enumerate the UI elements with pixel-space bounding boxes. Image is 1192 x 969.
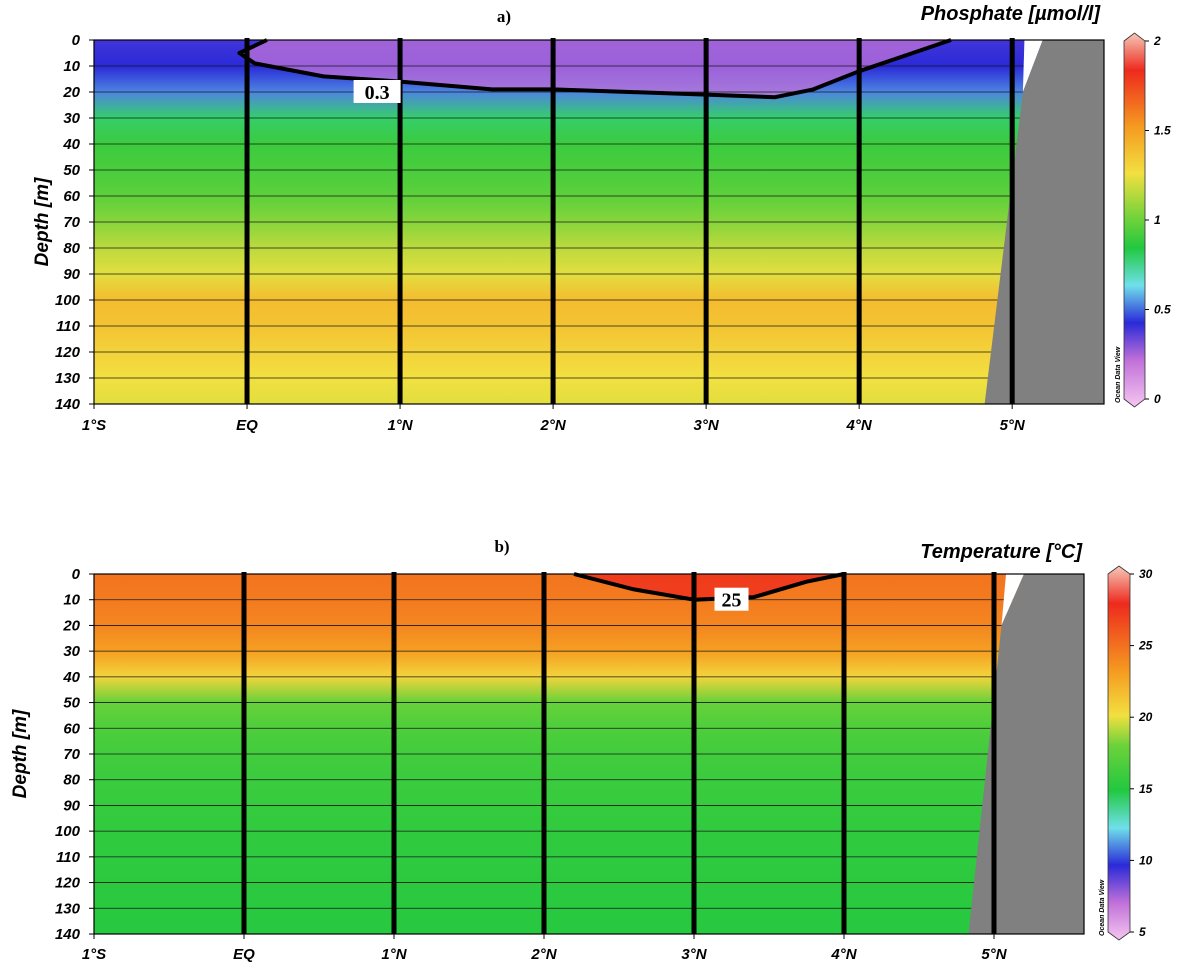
y-tick-label: 90 <box>63 266 80 283</box>
y-axis-label: Depth [m] <box>32 177 53 266</box>
colorbar-tick-label: 1.5 <box>1154 124 1171 138</box>
x-tick-label: 2°N <box>530 946 557 963</box>
y-tick-label: 20 <box>62 84 80 101</box>
x-tick-label: 2°N <box>539 417 566 434</box>
x-tick-label: 3°N <box>694 417 720 434</box>
x-tick-label: EQ <box>233 946 255 963</box>
y-tick-label: 0 <box>72 32 81 49</box>
x-tick-label: 1°S <box>82 417 106 434</box>
y-tick-label: 140 <box>55 396 81 413</box>
y-tick-label: 30 <box>63 643 80 660</box>
y-tick-label: 10 <box>63 592 80 609</box>
y-tick-label: 130 <box>55 370 81 387</box>
missing-data <box>1022 40 1043 92</box>
colorbar-tick-label: 30 <box>1139 567 1153 581</box>
x-tick-label: 1°N <box>381 946 407 963</box>
y-tick-label: 120 <box>55 344 81 361</box>
y-tick-label: 0 <box>72 566 81 583</box>
credit-text: Ocean Data View <box>1099 879 1106 936</box>
colorbar-tick-label: 20 <box>1138 710 1153 724</box>
y-tick-label: 140 <box>55 926 81 943</box>
x-tick-label: 1°N <box>387 417 413 434</box>
contour-label: 0.3 <box>365 82 390 104</box>
y-tick-label: 40 <box>62 136 80 153</box>
colorbar-tick-label: 10 <box>1139 853 1153 867</box>
contour-label-bg <box>714 587 749 611</box>
credit-text: Ocean Data View <box>1115 346 1122 403</box>
colorbar-tick-label: 5 <box>1139 925 1146 939</box>
colorbar-scale <box>1107 565 1131 941</box>
colorbar-tick-label: 1 <box>1154 213 1161 227</box>
colorbar-scale <box>1123 32 1146 408</box>
y-tick-label: 100 <box>55 292 81 309</box>
x-tick-label: 4°N <box>846 417 873 434</box>
y-axis-label: Depth [m] <box>10 709 31 798</box>
x-tick-label: 4°N <box>830 946 857 963</box>
colorbar: 2 1.5 1 0.5 0 Ocean Data View <box>1115 32 1171 408</box>
chart-title: Temperature [°C] <box>920 541 1083 563</box>
y-tick-label: 40 <box>62 669 80 686</box>
y-tick-label: 70 <box>63 214 80 231</box>
colorbar: 30 25 20 15 10 5 Ocean Data View <box>1099 565 1153 941</box>
contour-region <box>574 574 844 600</box>
colorbar-tick-label: 2 <box>1153 34 1161 48</box>
y-tick-label: 80 <box>63 772 80 789</box>
colorbar-tick-label: 25 <box>1138 639 1153 653</box>
y-tick-label: 10 <box>63 58 80 75</box>
x-tick-label: 5°N <box>1000 417 1026 434</box>
y-tick-label: 110 <box>56 318 81 335</box>
colorbar-tick-label: 0.5 <box>1154 303 1171 317</box>
colorbar-tick-label: 0 <box>1154 392 1161 406</box>
y-tick-label: 80 <box>63 240 80 257</box>
panel-label: b) <box>494 537 509 556</box>
y-tick-label: 100 <box>55 823 81 840</box>
y-tick-label: 120 <box>55 875 81 892</box>
x-tick-label: 3°N <box>681 946 707 963</box>
y-tick-label: 20 <box>62 617 80 634</box>
contour-label: 25 <box>722 590 742 612</box>
contour-label-bg <box>353 80 401 103</box>
chart-panel-phosphate: 0.301020304050607080901001101201301401°S… <box>32 3 1171 434</box>
colorbar-tick-label: 15 <box>1139 782 1153 796</box>
contour-line <box>237 38 952 100</box>
seafloor <box>968 574 1084 934</box>
y-tick-label: 50 <box>63 695 80 712</box>
y-tick-label: 60 <box>63 188 80 205</box>
y-tick-label: 60 <box>63 720 80 737</box>
x-tick-label: 1°S <box>82 946 106 963</box>
panel-label: a) <box>497 7 511 26</box>
y-tick-label: 70 <box>63 746 80 763</box>
x-tick-label: 5°N <box>981 946 1007 963</box>
y-tick-label: 50 <box>63 162 80 179</box>
y-tick-label: 130 <box>55 900 81 917</box>
y-tick-label: 90 <box>63 797 80 814</box>
y-tick-label: 110 <box>56 849 81 866</box>
chart-title: Phosphate [µmol/l] <box>921 3 1102 25</box>
y-tick-label: 30 <box>63 110 80 127</box>
x-tick-label: EQ <box>236 417 258 434</box>
